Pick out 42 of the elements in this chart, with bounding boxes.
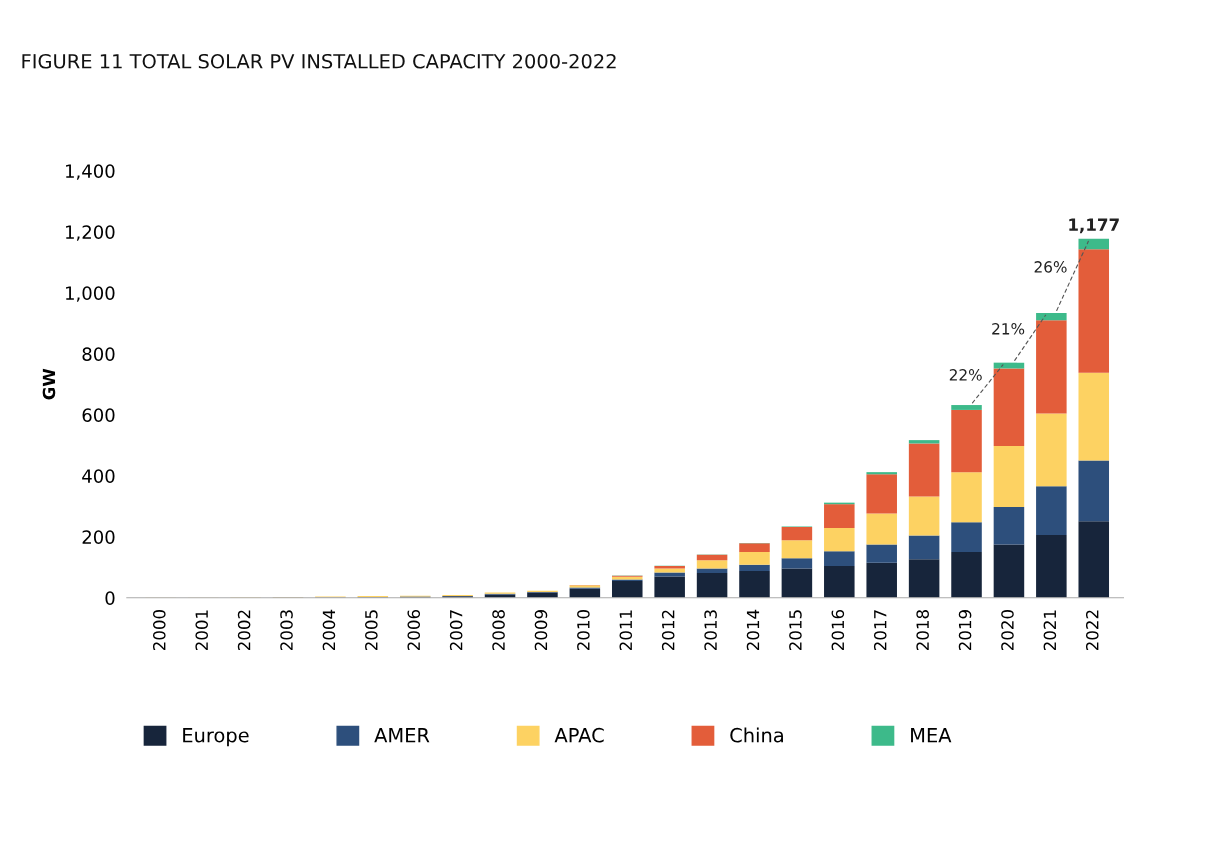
y-tick-label: 0 bbox=[105, 591, 115, 605]
x-tick-label: 2019 bbox=[958, 610, 972, 651]
y-tick-label: 200 bbox=[82, 530, 115, 544]
x-tick-label: 2016 bbox=[831, 609, 845, 651]
legend-label: Europe bbox=[183, 728, 249, 747]
y-tick-label: 400 bbox=[82, 469, 115, 483]
x-tick-label: 2007 bbox=[449, 610, 463, 651]
x-tick-label: 2002 bbox=[237, 610, 251, 651]
annotation: 26% bbox=[1034, 261, 1067, 273]
x-tick-label: 2020 bbox=[1001, 610, 1014, 651]
x-tick-label: 2017 bbox=[873, 610, 887, 651]
x-tick-label: 2006 bbox=[407, 609, 421, 651]
x-tick-label: 2022 bbox=[1085, 610, 1099, 651]
total-label: 1,177 bbox=[1069, 218, 1119, 234]
y-tick-label: 1,000 bbox=[66, 286, 115, 302]
y-tick-label: 1,400 bbox=[66, 164, 115, 180]
x-tick-label: 2010 bbox=[577, 610, 590, 651]
legend-label: China bbox=[730, 727, 783, 743]
legend-label: APAC bbox=[554, 727, 604, 743]
x-tick-label: 2014 bbox=[746, 609, 760, 651]
legend-label: AMER bbox=[374, 728, 430, 743]
x-tick-label: 2013 bbox=[704, 610, 717, 651]
y-axis-title: GW bbox=[42, 368, 56, 400]
x-tick-label: 2015 bbox=[789, 610, 802, 651]
y-tick-label: 1,200 bbox=[66, 225, 115, 241]
x-tick-label: 2003 bbox=[280, 610, 293, 651]
x-tick-label: 2011 bbox=[619, 610, 633, 651]
x-tick-label: 2004 bbox=[322, 609, 336, 651]
legend-label: MEA bbox=[911, 728, 952, 743]
annotation: 22% bbox=[949, 369, 982, 381]
x-tick-label: 2001 bbox=[195, 610, 209, 651]
x-tick-label: 2012 bbox=[661, 610, 675, 651]
y-tick-label: 800 bbox=[82, 347, 115, 361]
annotation: 21% bbox=[992, 323, 1025, 335]
x-tick-label: 2009 bbox=[534, 610, 548, 651]
chart-title: FIGURE 11 TOTAL SOLAR PV INSTALLED CAPACITY 2000-2022 bbox=[22, 53, 616, 69]
x-tick-label: 2005 bbox=[365, 610, 378, 651]
x-tick-label: 2021 bbox=[1043, 610, 1057, 651]
x-tick-label: 2000 bbox=[153, 610, 166, 651]
y-tick-label: 600 bbox=[82, 408, 115, 422]
x-tick-label: 2008 bbox=[492, 610, 505, 651]
x-tick-label: 2018 bbox=[916, 610, 929, 651]
